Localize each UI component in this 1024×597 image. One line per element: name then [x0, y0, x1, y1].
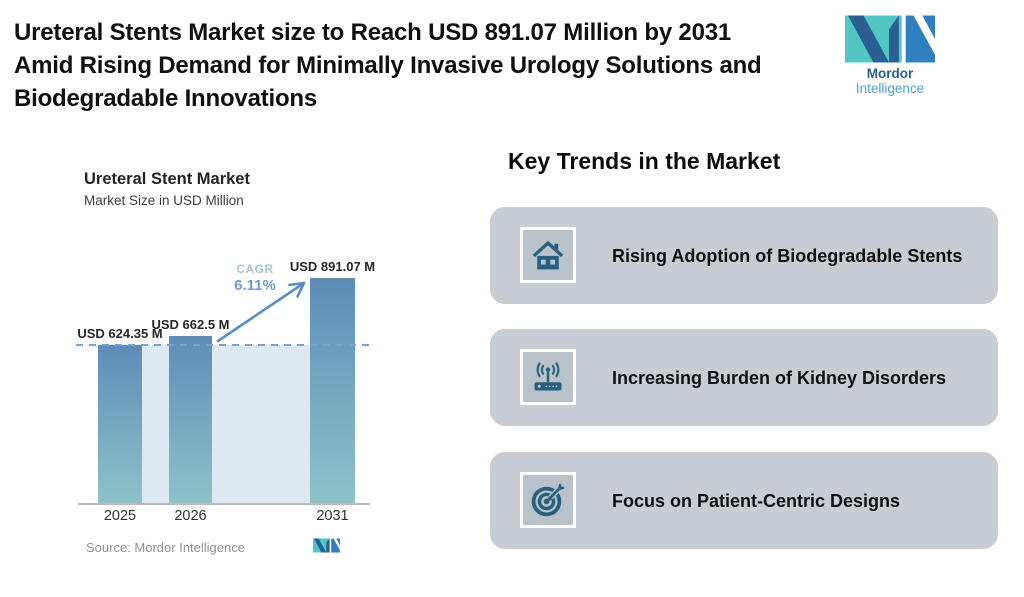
chart-subtitle: Market Size in USD Million [84, 193, 244, 208]
x-axis-tick-label: 2031 [316, 508, 349, 524]
trend-card-patient-centric: Focus on Patient-Centric Designs [490, 452, 998, 549]
brand-name: Mordor Intelligence [832, 66, 948, 96]
page-title-line-3: Biodegradable Innovations [14, 85, 318, 112]
brand-name-light: Intelligence [855, 81, 925, 96]
house-icon [532, 240, 564, 270]
bar-value-label: USD 624.35 M [77, 326, 163, 341]
target-arrow-icon [531, 483, 565, 517]
icon-tile [520, 472, 576, 528]
chart-source: Source: Mordor Intelligence [86, 540, 245, 555]
bar-2026 [169, 336, 212, 503]
trend-label: Increasing Burden of Kidney Disorders [612, 367, 947, 388]
trend-label: Rising Adoption of Biodegradable Stents [612, 245, 963, 266]
bar-2031 [310, 278, 355, 503]
mordor-logo-small-icon [313, 538, 340, 553]
mordor-logo-icon [845, 15, 935, 63]
bar-value-label: USD 662.5 M [151, 317, 230, 332]
baseline-dashed-line [76, 344, 372, 346]
page-title-line-2: Amid Rising Demand for Minimally Invasiv… [14, 52, 762, 79]
chart-title: Ureteral Stent Market [84, 170, 250, 188]
growth-arrow-icon [216, 281, 306, 343]
brand-name-bold: Mordor [866, 66, 914, 81]
page-title: Ureteral Stents Market size to Reach USD… [14, 16, 762, 115]
icon-tile [520, 227, 576, 283]
brand-logo: Mordor Intelligence [832, 15, 948, 96]
x-axis-line [78, 503, 370, 505]
key-trends-heading: Key Trends in the Market [508, 148, 781, 174]
cagr-label: CAGR [236, 262, 274, 276]
icon-tile [520, 349, 576, 405]
trend-card-biodegradable: Rising Adoption of Biodegradable Stents [490, 207, 998, 304]
page-title-line-1: Ureteral Stents Market size to Reach USD… [14, 19, 732, 46]
x-axis-tick-label: 2025 [103, 508, 137, 524]
cagr-annotation: CAGR 6.11% [205, 262, 305, 294]
x-axis-tick-label: 2026 [174, 508, 207, 524]
trend-card-kidney-disorders: Increasing Burden of Kidney Disorders [490, 329, 998, 426]
cagr-value: 6.11% [234, 277, 276, 294]
trend-label: Focus on Patient-Centric Designs [612, 490, 901, 511]
bar-value-label: USD 891.07 M [289, 259, 376, 274]
router-antenna-icon [534, 362, 562, 391]
bar-2025 [98, 345, 142, 503]
